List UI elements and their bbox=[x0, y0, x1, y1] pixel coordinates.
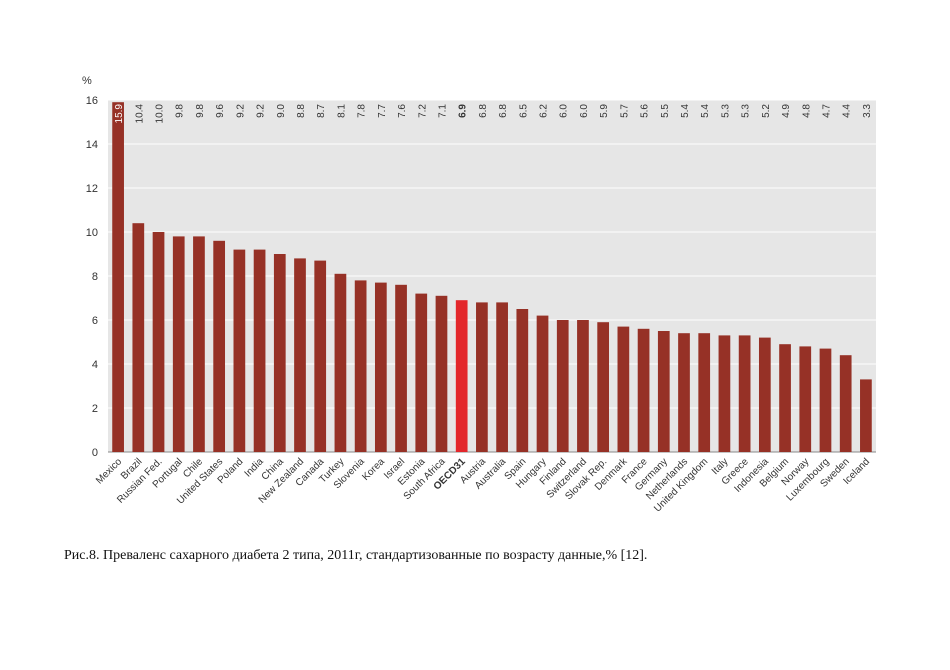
bar-brazil bbox=[132, 223, 145, 452]
y-tick-label: 4 bbox=[92, 359, 98, 371]
value-label: 6.0 bbox=[579, 104, 590, 118]
y-tick-label: 8 bbox=[92, 271, 98, 283]
x-tick-label: Mexico bbox=[94, 456, 124, 486]
value-label: 7.7 bbox=[377, 104, 388, 118]
value-label: 4.9 bbox=[781, 104, 792, 118]
y-tick-label: 16 bbox=[86, 95, 98, 107]
y-axis-ticks: 0 2 4 6 8 10 12 14 16 bbox=[86, 95, 98, 459]
value-label: 15.9 bbox=[114, 104, 125, 124]
bar-canada bbox=[314, 260, 327, 452]
bar-germany bbox=[657, 331, 670, 452]
value-label: 9.8 bbox=[195, 104, 206, 118]
bar-poland bbox=[233, 249, 246, 452]
chart-figure: 0 2 4 6 8 10 12 14 16 % 15.9 10.4 10.0 9.8 9.8 9.6 9.2… bbox=[58, 62, 903, 537]
y-tick-label: 10 bbox=[86, 227, 98, 239]
value-label: 6.9 bbox=[458, 104, 469, 118]
y-tick-label: 6 bbox=[92, 315, 98, 327]
y-tick-label: 2 bbox=[92, 403, 98, 415]
y-tick-label: 0 bbox=[92, 447, 98, 459]
y-tick-label: 12 bbox=[86, 183, 98, 195]
value-label: 10.0 bbox=[155, 104, 166, 124]
value-label: 7.1 bbox=[437, 104, 448, 118]
bar-australia bbox=[496, 302, 508, 452]
value-label: 3.3 bbox=[862, 104, 873, 118]
bar-hungary bbox=[536, 315, 549, 452]
value-label: 10.4 bbox=[134, 104, 145, 124]
value-label: 5.4 bbox=[700, 104, 711, 118]
bar-switzerland bbox=[577, 320, 589, 452]
bar-italy bbox=[718, 335, 731, 452]
x-tick-label: Korea bbox=[360, 456, 387, 483]
value-label: 5.6 bbox=[640, 104, 651, 118]
value-label: 7.6 bbox=[397, 104, 408, 118]
value-label: 7.8 bbox=[357, 104, 368, 118]
bar-united-kingdom bbox=[698, 333, 711, 452]
bar-slovenia bbox=[354, 280, 367, 452]
bar-austria bbox=[476, 302, 488, 452]
bar-estonia bbox=[415, 293, 428, 452]
bar-mexico bbox=[112, 102, 124, 452]
value-label: 5.3 bbox=[720, 104, 731, 118]
value-label: 5.4 bbox=[680, 104, 691, 118]
bar-south-africa bbox=[435, 295, 448, 452]
bar-chart: 0 2 4 6 8 10 12 14 16 % 15.9 10.4 10.0 9.8 9.8 9.6 9.2… bbox=[82, 75, 876, 515]
y-tick-label: 14 bbox=[86, 139, 98, 151]
value-label: 4.7 bbox=[821, 104, 832, 118]
bar-sweden bbox=[839, 355, 852, 452]
bar-new-zealand bbox=[294, 258, 306, 452]
value-label: 4.8 bbox=[801, 104, 812, 118]
value-label: 6.8 bbox=[498, 104, 509, 118]
value-label: 6.2 bbox=[539, 104, 550, 118]
bar-india bbox=[253, 249, 266, 452]
value-label: 5.2 bbox=[761, 104, 772, 118]
bar-slovak-rep bbox=[597, 322, 610, 452]
value-label: 5.3 bbox=[741, 104, 752, 118]
bar-finland bbox=[556, 320, 569, 452]
bar-luxembourg bbox=[819, 348, 832, 452]
value-label: 6.0 bbox=[559, 104, 570, 118]
value-label: 9.2 bbox=[256, 104, 267, 118]
bar-belgium bbox=[779, 344, 791, 452]
value-label: 5.9 bbox=[599, 104, 610, 118]
bar-greece bbox=[738, 335, 751, 452]
value-label: 8.8 bbox=[296, 104, 307, 118]
value-label: 5.7 bbox=[619, 104, 630, 118]
value-label: 8.1 bbox=[336, 104, 347, 118]
bar-spain bbox=[516, 309, 529, 452]
value-label: 9.6 bbox=[215, 104, 226, 118]
value-labels: 15.9 10.4 10.0 9.8 9.8 9.6 9.2 9.2 9.0 8.8 8.7 8.1 7… bbox=[114, 104, 873, 124]
value-label: 9.0 bbox=[276, 104, 287, 118]
bar-israel bbox=[395, 284, 407, 452]
figure-caption: Рис.8. Преваленс сахарного диабета 2 тип… bbox=[64, 548, 648, 563]
y-axis-label: % bbox=[82, 75, 92, 87]
bar-norway bbox=[799, 346, 812, 452]
bar-united-states bbox=[213, 240, 226, 452]
value-label: 5.5 bbox=[660, 104, 671, 118]
bar-france bbox=[637, 328, 650, 452]
value-label: 8.7 bbox=[316, 104, 327, 118]
value-label: 7.2 bbox=[417, 104, 428, 118]
value-label: 9.2 bbox=[235, 104, 246, 118]
value-label: 6.5 bbox=[518, 104, 529, 118]
bar-turkey bbox=[334, 273, 347, 452]
bar-chile bbox=[193, 236, 205, 452]
value-label: 6.8 bbox=[478, 104, 489, 118]
bar-china bbox=[273, 254, 286, 452]
value-label: 4.4 bbox=[842, 104, 853, 118]
bar-iceland bbox=[860, 379, 872, 452]
value-label: 9.8 bbox=[175, 104, 186, 118]
bar-indonesia bbox=[758, 337, 771, 452]
bar-korea bbox=[374, 282, 387, 452]
bar-russian-fed bbox=[152, 232, 165, 452]
bar-netherlands bbox=[678, 333, 690, 452]
bar-denmark bbox=[617, 326, 630, 452]
bars bbox=[112, 102, 872, 452]
bar-portugal bbox=[172, 236, 185, 452]
bar-oecd31 bbox=[455, 300, 468, 452]
